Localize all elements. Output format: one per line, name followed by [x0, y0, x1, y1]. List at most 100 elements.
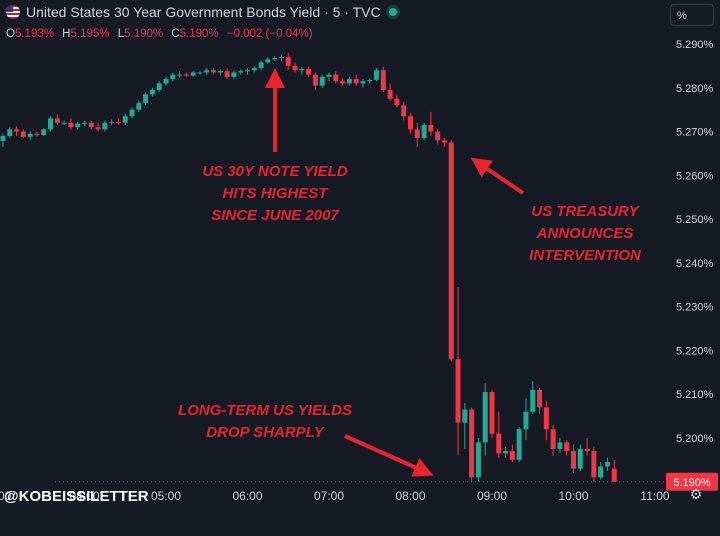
- candle-body: [292, 65, 298, 71]
- y-tick-label: 5.260%: [676, 170, 714, 182]
- candle-body: [251, 68, 257, 71]
- candle-body: [482, 392, 488, 443]
- candle-body: [475, 442, 481, 478]
- candle-body: [7, 129, 13, 136]
- annotation-line: HITS HIGHEST: [222, 185, 328, 202]
- candle-body: [503, 451, 509, 454]
- change-value: −0.002 (−0.04%): [226, 28, 313, 40]
- candle-body: [516, 429, 522, 460]
- candle-body: [537, 389, 543, 408]
- x-tick-label: 07:00: [314, 489, 344, 503]
- y-tick-label: 5.290%: [676, 39, 714, 51]
- candle-body: [428, 124, 434, 132]
- candle-body: [564, 442, 570, 452]
- candle-body: [48, 118, 54, 130]
- candle-body: [177, 74, 183, 76]
- candle-body: [217, 71, 223, 73]
- gear-icon[interactable]: ⚙: [689, 486, 703, 502]
- candle-body: [455, 359, 461, 423]
- candle-body: [143, 94, 149, 104]
- candle-body: [509, 451, 515, 460]
- candle-body: [14, 129, 20, 132]
- candle-body: [211, 70, 217, 73]
- candle-body: [163, 79, 169, 84]
- annotation-yields-drop: LONG-TERM US YIELDS DROP SHARPLY: [165, 400, 365, 444]
- candle-body: [306, 68, 312, 75]
- candle-body: [0, 135, 6, 142]
- candle-body: [41, 129, 47, 136]
- candle-body: [149, 89, 155, 95]
- candle-body: [258, 62, 264, 69]
- x-tick-label: 04:00: [69, 489, 99, 503]
- y-tick-label: 5.200%: [676, 433, 714, 445]
- candle-body: [265, 59, 271, 63]
- candle-body: [170, 74, 176, 80]
- candle-body: [312, 74, 318, 86]
- watermark: @KOBEISSILETTER: [4, 488, 149, 505]
- candle-body: [496, 433, 502, 454]
- candle-body: [299, 68, 305, 71]
- candle-body: [408, 116, 413, 130]
- candle-body: [584, 448, 590, 452]
- candle-body: [346, 79, 352, 84]
- candle-body: [224, 71, 230, 77]
- last-price-label: 5.190%: [673, 477, 711, 489]
- last-price-tag: [666, 472, 718, 491]
- candle-body: [469, 409, 475, 478]
- candle-body: [360, 81, 366, 84]
- y-tick-label: 5.230%: [676, 302, 714, 314]
- candle-body: [414, 129, 420, 139]
- percent-scale-button[interactable]: %: [670, 4, 714, 26]
- candle-body: [401, 105, 407, 117]
- candle-body: [285, 57, 291, 66]
- symbol-title[interactable]: United States 30 Year Government Bonds Y…: [26, 4, 381, 20]
- y-tick-label: 5.250%: [676, 214, 714, 226]
- candle-body: [421, 124, 427, 139]
- y-tick-label: 5.220%: [676, 345, 714, 357]
- candle-body: [435, 131, 441, 141]
- low-value: 5.190%: [124, 28, 164, 40]
- candle-body: [278, 57, 284, 59]
- candle-body: [489, 392, 495, 434]
- arrow-to-intervention: [470, 157, 525, 195]
- candle-body: [394, 98, 400, 106]
- candle-body: [462, 409, 468, 423]
- candle-body: [34, 133, 40, 136]
- candle-body: [604, 462, 610, 467]
- candle-body: [577, 448, 583, 469]
- x-tick-label: 10:00: [558, 489, 588, 503]
- open-key: O: [6, 28, 15, 40]
- candle-body: [115, 121, 121, 123]
- candle-body: [598, 466, 604, 478]
- candle-body: [340, 81, 346, 84]
- candle-body: [557, 442, 563, 449]
- close-value: 5.190%: [179, 28, 219, 40]
- arrow-to-drop: [344, 434, 434, 477]
- low-key: L: [117, 28, 125, 40]
- candle-body: [591, 451, 597, 478]
- candle-body: [238, 71, 244, 73]
- close-key: C: [171, 28, 180, 40]
- candle-body: [136, 103, 142, 110]
- candle-body: [183, 74, 189, 76]
- candle-body: [441, 140, 447, 143]
- candle-body: [245, 70, 250, 72]
- candle-body: [380, 70, 386, 90]
- y-tick-label: 5.210%: [676, 389, 714, 401]
- candle-body: [54, 118, 60, 123]
- candle-body: [530, 389, 536, 412]
- candle-body: [75, 123, 81, 128]
- candle-body: [129, 109, 135, 117]
- us-flag-icon: [6, 5, 20, 19]
- annotation-line: SINCE JUNE 2007: [211, 207, 339, 224]
- candle-body: [272, 58, 278, 60]
- candle-body: [197, 72, 203, 74]
- candle-body: [231, 72, 237, 77]
- candle-body: [319, 76, 325, 86]
- candle-body: [523, 411, 529, 430]
- x-tick-label: 08:00: [395, 489, 425, 503]
- candle-body: [543, 407, 549, 430]
- candle-body: [353, 79, 359, 84]
- candle-body: [95, 127, 101, 130]
